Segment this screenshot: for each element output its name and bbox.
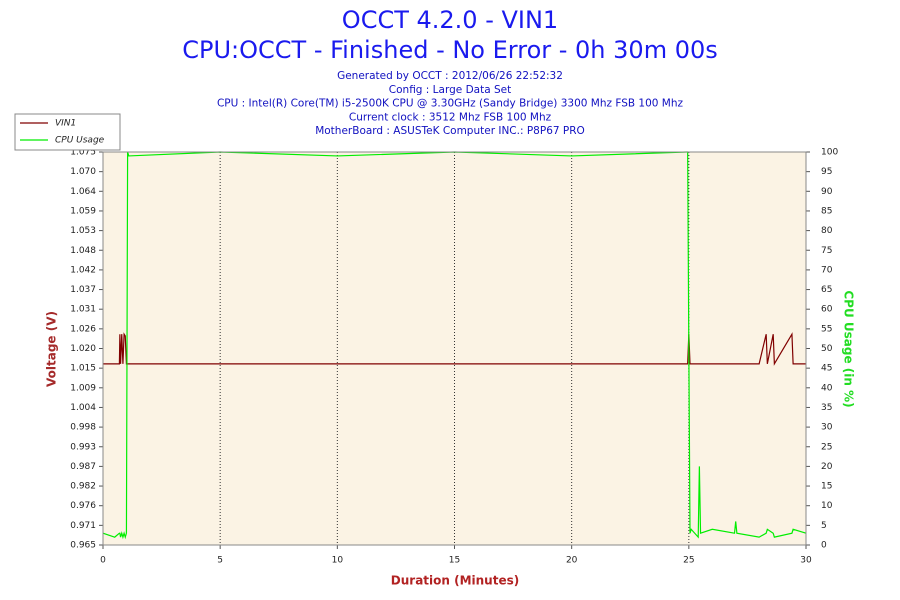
y2-tick-label: 15	[821, 482, 832, 492]
y-tick-label: 1.048	[70, 246, 96, 256]
legend-box	[14, 113, 121, 151]
x-tick-label: 10	[332, 556, 344, 566]
x-tick-label: 20	[566, 556, 578, 566]
y-tick-label: 1.053	[70, 226, 96, 236]
y-tick-label: 1.015	[70, 364, 96, 374]
y2-tick-label: 80	[821, 226, 833, 236]
y2-tick-label: 40	[821, 383, 833, 393]
y-tick-label: 1.037	[70, 285, 96, 295]
legend-label: VIN1	[55, 119, 76, 129]
y2-tick-label: 85	[821, 206, 832, 216]
x-tick-label: 0	[100, 556, 106, 566]
y-tick-label: 0.993	[70, 442, 96, 452]
y2-tick-label: 5	[821, 521, 827, 531]
y-tick-label: 0.971	[70, 521, 96, 531]
y-tick-label: 1.020	[70, 344, 96, 354]
y2-tick-label: 95	[821, 167, 832, 177]
y2-tick-label: 70	[821, 265, 833, 275]
y2-tick-label: 0	[821, 541, 827, 551]
y-tick-label: 1.009	[70, 383, 96, 393]
info-line: CPU : Intel(R) Core(TM) i5-2500K CPU @ 3…	[217, 98, 684, 110]
y-tick-label: 0.976	[70, 501, 96, 511]
y2-tick-label: 50	[821, 344, 833, 354]
y-tick-label: 1.075	[70, 148, 96, 158]
y2-tick-label: 55	[821, 324, 832, 334]
plot-border	[102, 151, 807, 546]
y-tick-label: 1.026	[70, 324, 96, 334]
y-tick-label: 0.982	[70, 482, 96, 492]
data-line	[102, 151, 807, 540]
y-tick-label: 1.070	[70, 167, 96, 177]
plot-area	[103, 152, 806, 545]
y2-tick-label: 45	[821, 364, 832, 374]
y-tick-label: 0.965	[70, 541, 96, 551]
y2-tick-label: 35	[821, 403, 832, 413]
y2-tick-label: 30	[821, 423, 833, 433]
y-tick-label: 1.064	[70, 187, 96, 197]
y-tick-label: 1.042	[70, 265, 96, 275]
x-axis-label: Duration (Minutes)	[391, 574, 519, 588]
y2-tick-label: 60	[821, 305, 833, 315]
info-line: Generated by OCCT : 2012/06/26 22:52:32	[337, 70, 563, 82]
info-line: Current clock : 3512 Mhz FSB 100 Mhz	[349, 111, 552, 123]
y2-tick-label: 100	[821, 148, 838, 158]
y2-tick-label: 65	[821, 285, 832, 295]
y2-tick-label: 20	[821, 462, 833, 472]
y-tick-label: 0.987	[70, 462, 96, 472]
chart-title: OCCT 4.2.0 - VIN1	[342, 6, 558, 34]
x-tick-label: 5	[217, 556, 223, 566]
x-tick-label: 15	[449, 556, 460, 566]
y2-tick-label: 25	[821, 442, 832, 452]
info-line: MotherBoard : ASUSTeK Computer INC.: P8P…	[315, 125, 585, 137]
chart-subtitle: CPU:OCCT - Finished - No Error - 0h 30m …	[182, 36, 718, 64]
y-tick-label: 1.031	[70, 305, 96, 315]
y-tick-label: 1.059	[70, 206, 96, 216]
y-tick-label: 1.004	[70, 403, 96, 413]
y2-tick-label: 75	[821, 246, 832, 256]
x-tick-label: 25	[683, 556, 694, 566]
y2-axis-label: CPU Usage (in %)	[842, 290, 856, 407]
info-line: Config : Large Data Set	[389, 84, 511, 96]
y-axis-label: Voltage (V)	[45, 311, 59, 387]
y2-tick-label: 10	[821, 501, 833, 511]
y-tick-label: 0.998	[70, 423, 96, 433]
legend-label: CPU Usage	[55, 136, 105, 146]
x-tick-label: 30	[800, 556, 812, 566]
y2-tick-label: 90	[821, 187, 833, 197]
